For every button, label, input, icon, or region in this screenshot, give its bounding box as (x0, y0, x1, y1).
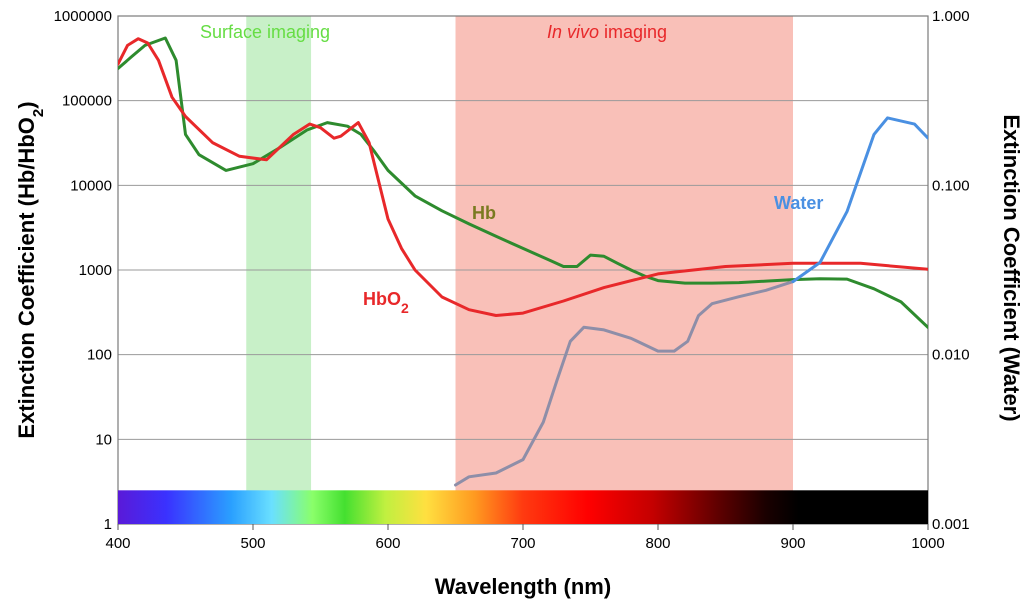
y-left-tick-label-10: 10 (95, 431, 112, 448)
visible-spectrum-bar (118, 490, 928, 524)
y-left-tick-label-10000: 10000 (70, 177, 112, 194)
series-line-hb (118, 36, 928, 329)
x-tick-label-500: 500 (240, 535, 265, 552)
x-tick-label-400: 400 (105, 535, 130, 552)
series-line-water (791, 116, 928, 284)
region-label-in-vivo: In vivo imaging (547, 22, 667, 42)
tick-labels: 400 500 600 700 800 900 1000 1 10 100 1000 10000 100… (54, 8, 970, 552)
y-right-tick-label-0.001: 0.001 (932, 516, 970, 533)
x-tick-label-900: 900 (780, 535, 805, 552)
y-left-tick-label-100: 100 (87, 347, 112, 364)
spectrum-gradient (118, 490, 928, 524)
x-tick-label-800: 800 (645, 535, 670, 552)
x-axis-title: Wavelength (nm) (435, 574, 611, 599)
left-y-axis-title: Extinction Coefficient (Hb/HbO2) (14, 101, 47, 438)
x-tick-label-600: 600 (375, 535, 400, 552)
x-tick-label-1000: 1000 (911, 535, 944, 552)
chart-labels: Wavelength (nm) Extinction Coefficient (… (14, 22, 1024, 599)
x-tick-label-700: 700 (510, 535, 535, 552)
y-right-tick-label-0.100: 0.100 (932, 177, 970, 194)
region-label-surface: Surface imaging (200, 22, 330, 42)
gridlines (118, 100, 928, 440)
series-label-water: Water (774, 193, 823, 213)
series-curves (118, 36, 928, 487)
y-left-tick-label-1: 1 (104, 516, 112, 533)
y-left-tick-label-100000: 100000 (62, 93, 112, 110)
y-right-tick-label-1.000: 1.000 (932, 8, 970, 25)
y-left-tick-label-1000: 1000 (79, 262, 112, 279)
y-left-tick-label-1000000: 1000000 (54, 8, 112, 25)
series-label-hbo2: HbO2 (363, 289, 409, 316)
series-line-water-in-region (454, 280, 795, 487)
series-line-hbo2 (118, 37, 928, 317)
series-label-hb: Hb (472, 203, 496, 223)
right-y-axis-title: Extinction Coefficient (Water) (999, 114, 1024, 421)
y-right-tick-label-0.010: 0.010 (932, 347, 970, 364)
